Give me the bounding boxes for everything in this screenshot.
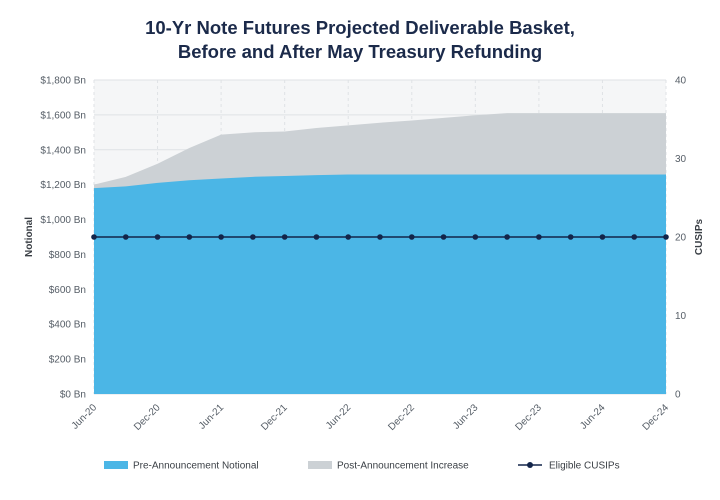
y-axis-title: Notional	[24, 217, 35, 257]
y-tick-label: $1,000 Bn	[40, 215, 86, 226]
cusip-marker	[599, 234, 606, 240]
cusip-marker	[472, 234, 479, 240]
cusip-marker	[250, 234, 256, 240]
cusip-marker	[408, 234, 415, 240]
cusip-marker	[186, 234, 193, 240]
legend-marker-eligible-cusips	[527, 462, 533, 468]
x-tick-label: Jun-22	[324, 402, 354, 432]
y-tick-label: $600 Bn	[49, 285, 86, 296]
y-tick-label: $1,400 Bn	[40, 145, 86, 156]
cusip-marker	[663, 234, 669, 240]
cusip-marker	[567, 234, 574, 240]
chart-title-line-2: Before and After May Treasury Refunding	[177, 41, 543, 62]
y-tick-label: $1,200 Bn	[40, 180, 86, 191]
cusip-marker	[154, 234, 161, 240]
y2-tick-label: 40	[675, 76, 687, 87]
chart-title: 10-Yr Note Futures Projected Deliverable…	[0, 16, 720, 64]
x-tick-label: Dec-24	[641, 402, 672, 433]
y2-tick-label: 0	[675, 390, 681, 401]
x-tick-label: Jun-21	[197, 402, 227, 432]
x-tick-label: Dec-22	[386, 402, 417, 433]
y-tick-label: $800 Bn	[49, 250, 86, 261]
cusip-marker	[631, 234, 638, 240]
legend: Pre-Announcement Notional Post-Announceme…	[104, 461, 620, 472]
x-tick-label: Dec-21	[259, 402, 290, 433]
cusip-marker	[377, 234, 383, 240]
cusip-marker	[281, 234, 288, 240]
x-tick-label: Dec-20	[132, 402, 163, 433]
y2-tick-label: 20	[675, 233, 687, 244]
line-series	[91, 234, 669, 240]
x-tick-label: Jun-24	[578, 402, 608, 432]
cusip-marker	[122, 234, 129, 240]
y2-axis-title: CUSIPs	[694, 219, 705, 256]
y-tick-label: $200 Bn	[49, 355, 86, 366]
area-pre-announcement-notional	[94, 174, 666, 394]
legend-label-eligible-cusips: Eligible CUSIPs	[549, 461, 620, 472]
legend-swatch-pre-announcement	[104, 461, 128, 469]
cusip-marker	[440, 234, 447, 240]
y-tick-label: $400 Bn	[49, 320, 86, 331]
y-tick-label: $0 Bn	[60, 390, 86, 401]
chart-title-line-1: 10-Yr Note Futures Projected Deliverable…	[145, 17, 575, 38]
legend-label-post-announcement: Post-Announcement Increase	[337, 461, 469, 472]
area-series	[94, 113, 666, 395]
cusip-marker	[536, 234, 542, 240]
cusip-marker	[218, 234, 224, 240]
y2-tick-label: 30	[675, 154, 687, 165]
cusip-marker	[91, 234, 97, 240]
y-tick-label: $1,600 Bn	[40, 110, 86, 121]
cusip-marker	[504, 234, 510, 240]
x-tick-label: Jun-23	[451, 402, 481, 432]
x-tick-label: Dec-23	[513, 402, 544, 433]
y2-tick-label: 10	[675, 311, 687, 322]
legend-label-pre-announcement: Pre-Announcement Notional	[133, 461, 259, 472]
cusip-marker	[313, 234, 320, 240]
x-tick-label: Jun-20	[70, 402, 100, 432]
y-tick-label: $1,800 Bn	[40, 76, 86, 87]
legend-swatch-post-announcement	[308, 461, 332, 469]
cusip-marker	[345, 234, 352, 240]
